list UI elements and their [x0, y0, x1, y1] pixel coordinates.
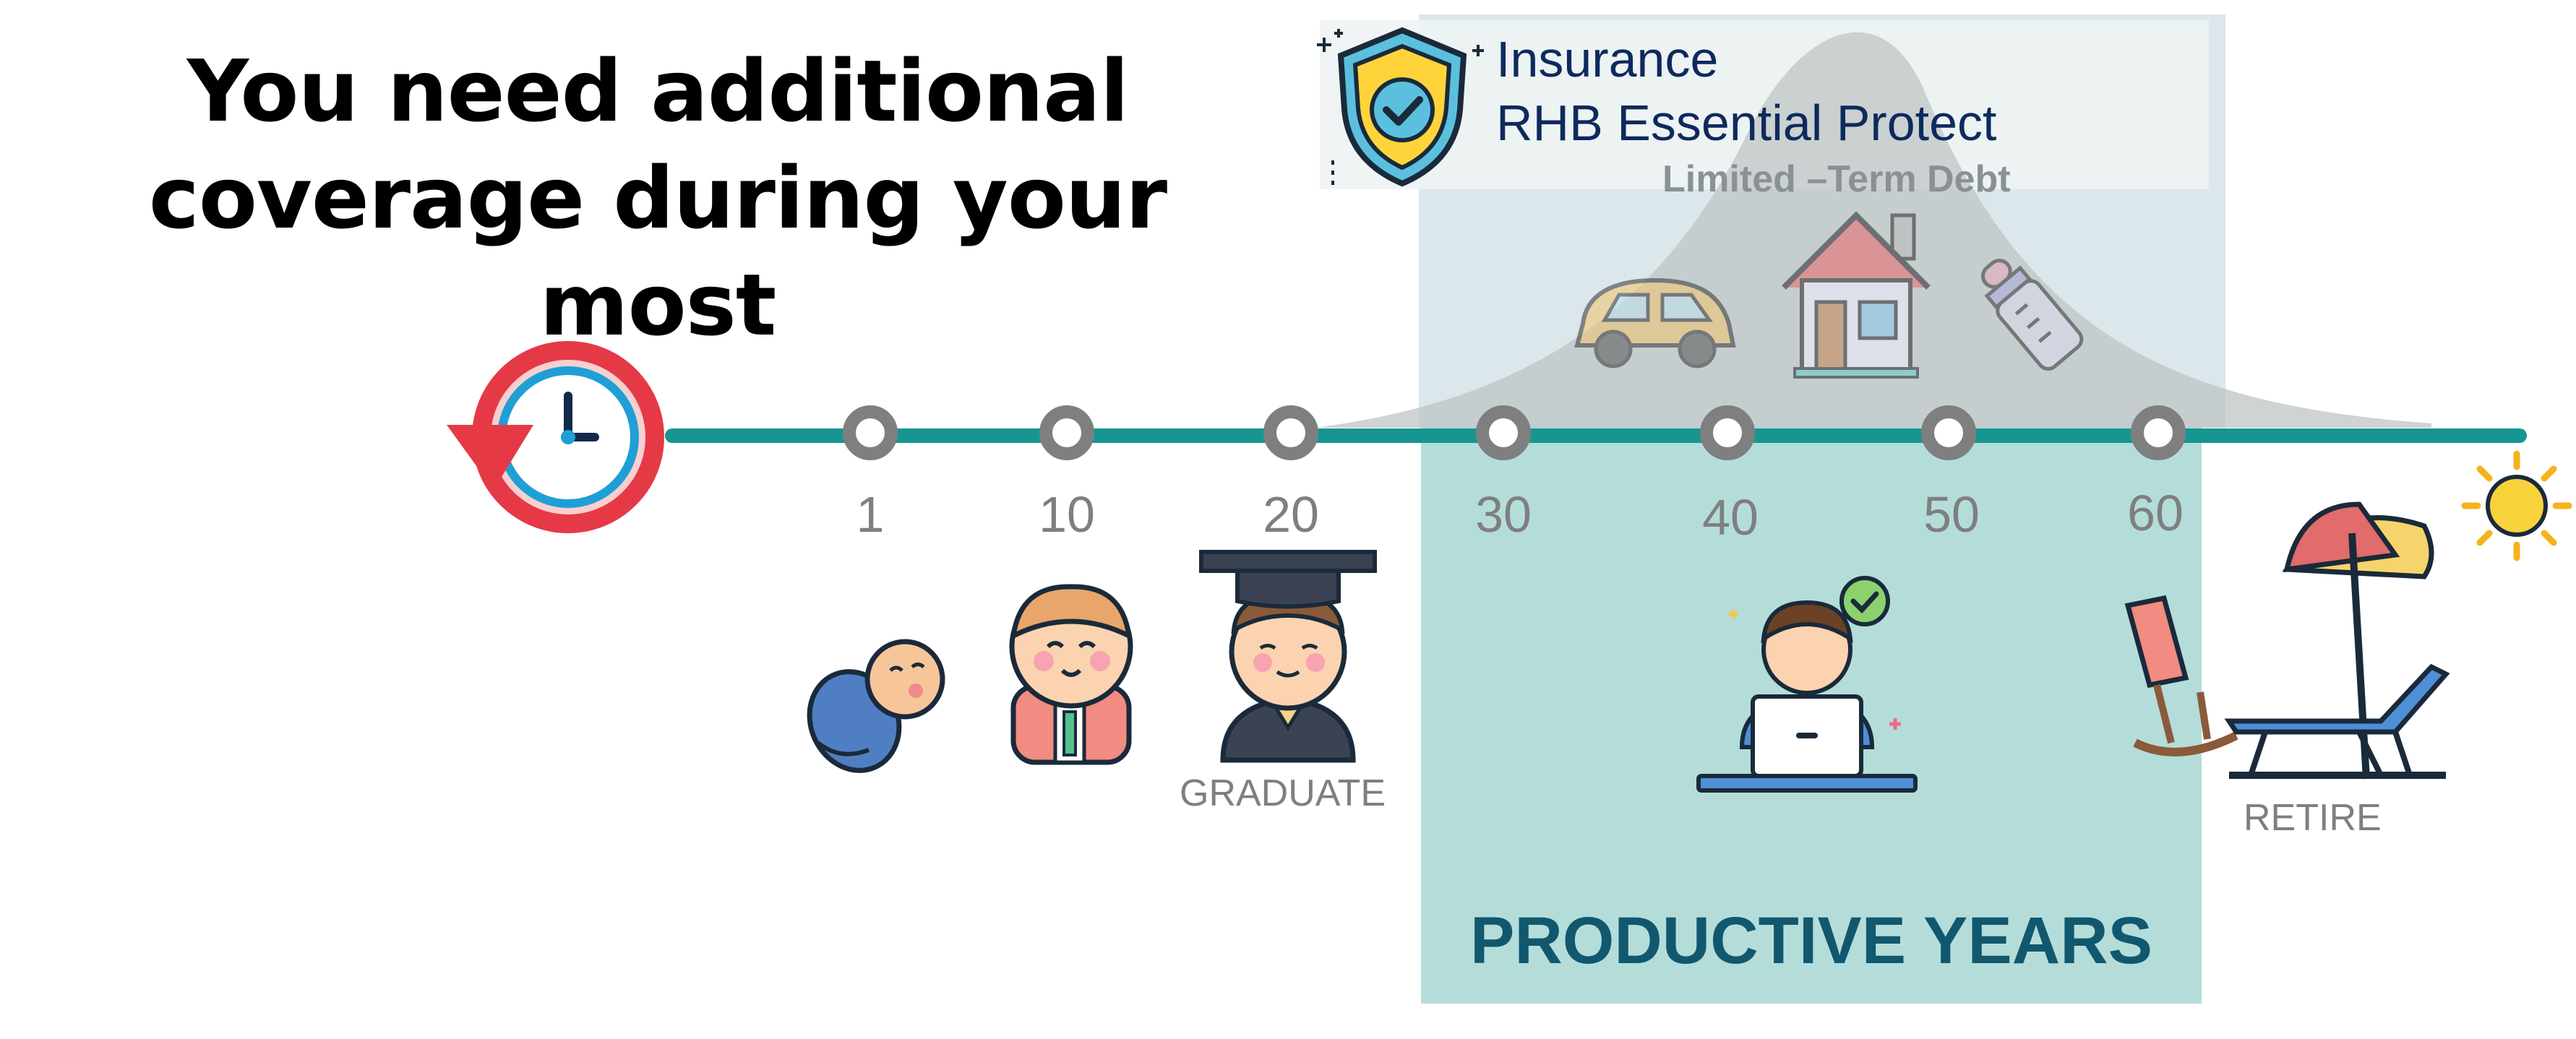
headline-line-1: You need additional	[186, 41, 1129, 141]
timeline-line	[665, 428, 2527, 443]
age-label-1: 1	[856, 486, 885, 543]
age-label-50: 50	[1923, 486, 1980, 543]
beach-chair-umbrella-icon	[2124, 501, 2450, 780]
age-label-20: 20	[1263, 486, 1319, 543]
timeline-node-50	[1921, 405, 1976, 460]
insurance-title: Insurance RHB Essential Protect	[1496, 27, 1996, 155]
headline-line-2: coverage during your most	[148, 148, 1167, 355]
timeline-node-20	[1263, 405, 1318, 460]
debt-label: Limited –Term Debt	[1662, 158, 2011, 200]
timeline-node-40	[1700, 405, 1755, 460]
graduate-label: GRADUATE	[1180, 772, 1386, 814]
baby-icon	[807, 639, 945, 773]
shield-check-icon	[1317, 27, 1484, 187]
age-label-60: 60	[2127, 485, 2184, 541]
age-label-10: 10	[1039, 486, 1095, 543]
insurance-line-2: RHB Essential Protect	[1496, 95, 1997, 151]
insurance-line-1: Insurance	[1496, 31, 1719, 87]
retire-label: RETIRE	[2244, 797, 2382, 839]
clock-reverse-icon	[447, 341, 664, 533]
laptop-worker-icon	[1696, 576, 1918, 793]
graduate-icon	[1199, 550, 1377, 763]
sun-icon	[2461, 450, 2572, 561]
car-icon	[1574, 277, 1736, 368]
child-icon	[1009, 584, 1133, 765]
productive-years-label: PRODUCTIVE YEARS	[1469, 904, 2153, 978]
timeline-node-60	[2131, 405, 2186, 460]
timeline-node-30	[1476, 405, 1531, 460]
timeline-node-10	[1039, 405, 1094, 460]
house-icon	[1782, 211, 1931, 379]
age-label-30: 30	[1475, 486, 1532, 543]
timeline-node-1	[843, 405, 898, 460]
baby-bottle-icon	[1981, 259, 2084, 371]
age-label-40: 40	[1702, 489, 1759, 546]
headline: You need additional coverage during your…	[58, 38, 1258, 358]
